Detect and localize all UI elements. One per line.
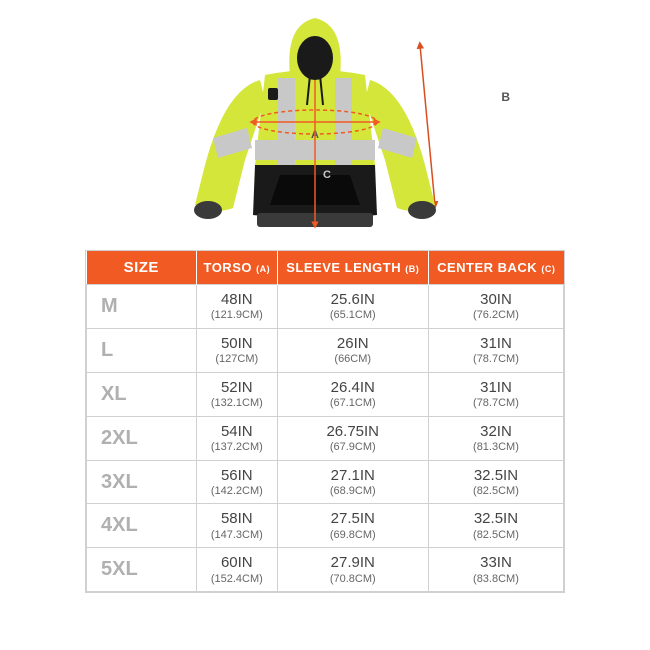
cell-torso: 58IN(147.3CM) [197,504,278,548]
cell-size: XL [87,372,197,416]
cell-size: 2XL [87,416,197,460]
cell-back: 30IN(76.2CM) [428,285,563,329]
cell-sleeve: 27.5IN(69.8CM) [277,504,428,548]
cell-back: 32IN(81.3CM) [428,416,563,460]
cell-torso: 52IN(132.1CM) [197,372,278,416]
table-row: L50IN(127CM)26IN(66CM)31IN(78.7CM) [87,328,564,372]
cell-back: 32.5IN(82.5CM) [428,504,563,548]
cell-sleeve: 27.9IN(70.8CM) [277,548,428,592]
table-row: M48IN(121.9CM)25.6IN(65.1CM)30IN(76.2CM) [87,285,564,329]
cell-torso: 56IN(142.2CM) [197,460,278,504]
cell-torso: 54IN(137.2CM) [197,416,278,460]
col-size: SIZE [87,251,197,285]
cell-sleeve: 27.1IN(68.9CM) [277,460,428,504]
cell-sleeve: 26IN(66CM) [277,328,428,372]
svg-text:C: C [323,169,331,181]
cell-torso: 60IN(152.4CM) [197,548,278,592]
cell-back: 31IN(78.7CM) [428,328,563,372]
cell-size: 3XL [87,460,197,504]
cell-back: 33IN(83.8CM) [428,548,563,592]
col-sleeve: SLEEVE LENGTH (B) [277,251,428,285]
cell-torso: 48IN(121.9CM) [197,285,278,329]
table-row: 2XL54IN(137.2CM)26.75IN(67.9CM)32IN(81.3… [87,416,564,460]
cell-back: 32.5IN(82.5CM) [428,460,563,504]
table-row: 5XL60IN(152.4CM)27.9IN(70.8CM)33IN(83.8C… [87,548,564,592]
table-header-row: SIZE TORSO (A) SLEEVE LENGTH (B) CENTER … [87,251,564,285]
dimension-b-label: B [501,90,510,104]
cell-torso: 50IN(127CM) [197,328,278,372]
cell-sleeve: 26.75IN(67.9CM) [277,416,428,460]
col-back: CENTER BACK (C) [428,251,563,285]
cell-back: 31IN(78.7CM) [428,372,563,416]
cell-size: 5XL [87,548,197,592]
table-row: 3XL56IN(142.2CM)27.1IN(68.9CM)32.5IN(82.… [87,460,564,504]
table-row: 4XL58IN(147.3CM)27.5IN(69.8CM)32.5IN(82.… [87,504,564,548]
product-diagram: A C B [85,10,565,250]
cell-sleeve: 26.4IN(67.1CM) [277,372,428,416]
cell-size: 4XL [87,504,197,548]
hoodie-illustration: A C [165,10,485,240]
size-chart-table: SIZE TORSO (A) SLEEVE LENGTH (B) CENTER … [85,250,565,593]
cell-sleeve: 25.6IN(65.1CM) [277,285,428,329]
col-torso: TORSO (A) [197,251,278,285]
table-row: XL52IN(132.1CM)26.4IN(67.1CM)31IN(78.7CM… [87,372,564,416]
cell-size: L [87,328,197,372]
cell-size: M [87,285,197,329]
